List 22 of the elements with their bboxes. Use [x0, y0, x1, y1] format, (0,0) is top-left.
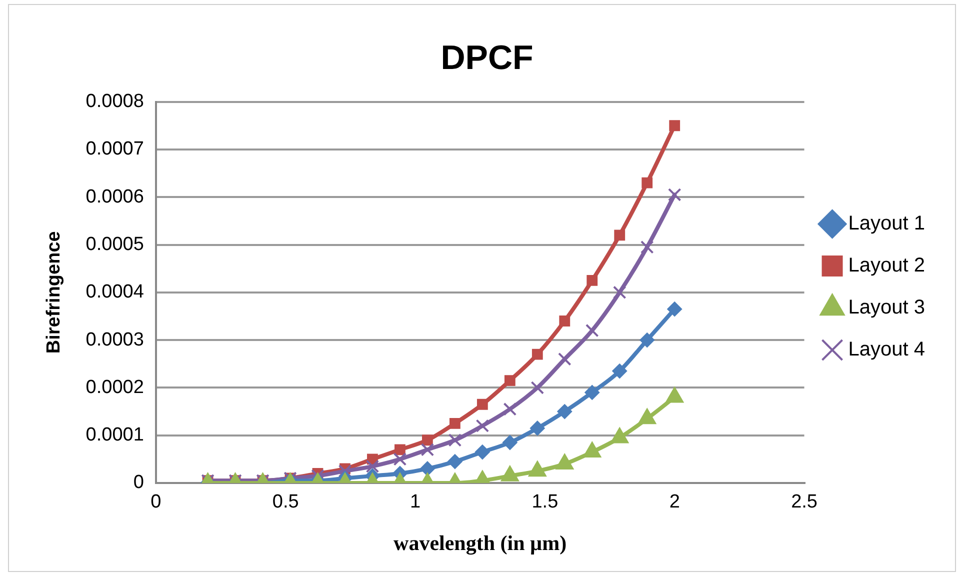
legend-label: Layout 3: [848, 296, 926, 319]
x-tick-label: 1.5: [532, 492, 558, 513]
x-tick-label: 2.5: [791, 492, 818, 513]
y-tick-label: 0: [133, 472, 144, 494]
x-axis-title: wavelength (in µm): [394, 530, 567, 555]
y-tick-label: 0.0002: [86, 376, 144, 398]
x-tick-label: 1: [410, 492, 421, 513]
y-tick-label: 0.0005: [86, 234, 144, 255]
y-tick-label: 0.0006: [86, 186, 144, 208]
legend-label: Layout 4: [848, 338, 926, 361]
x-tick-label: 0.5: [272, 492, 299, 513]
y-tick-label: 0.0004: [86, 282, 144, 303]
y-tick-label: 0.0003: [86, 329, 144, 350]
x-tick-label: 0: [150, 492, 162, 513]
x-tick-label: 2: [669, 492, 680, 513]
y-tick-label: 0.0007: [86, 138, 144, 160]
chart-title: DPCF: [440, 38, 534, 77]
legend-label: Layout 2: [848, 254, 926, 277]
legend-label: Layout 1: [848, 212, 926, 235]
y-axis-title: Birefringence: [44, 231, 65, 354]
y-tick-label: 0.0008: [86, 91, 144, 112]
y-tick-label: 0.0001: [86, 424, 144, 446]
